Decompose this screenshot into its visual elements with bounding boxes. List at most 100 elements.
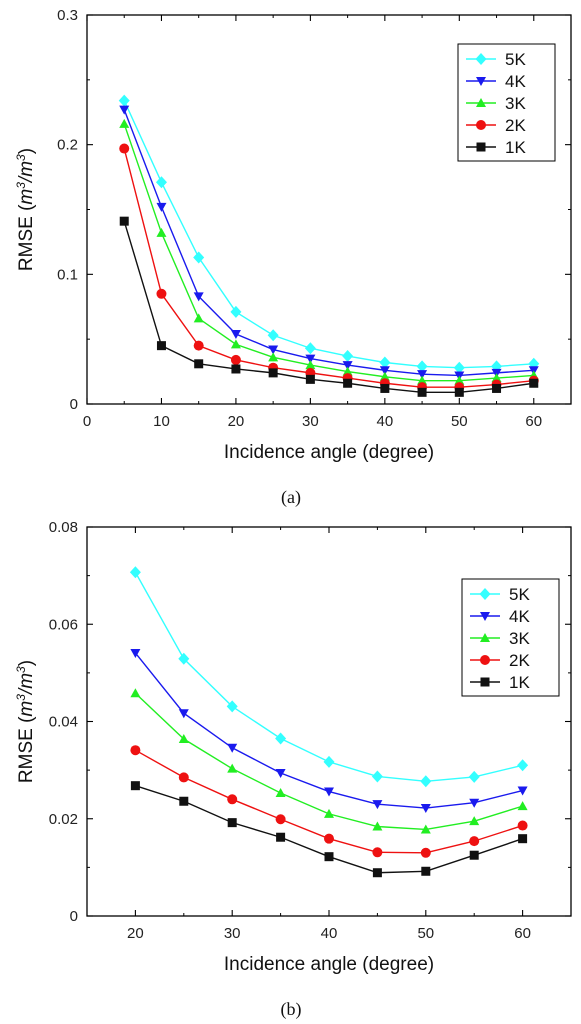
data-point-2K bbox=[517, 820, 528, 831]
legend-label-2K: 2K bbox=[509, 651, 530, 670]
data-point-4K bbox=[268, 345, 279, 355]
data-point-1K bbox=[179, 796, 189, 806]
data-point-5K bbox=[304, 342, 316, 355]
data-point-3K bbox=[275, 787, 286, 797]
data-point-3K bbox=[156, 227, 167, 237]
x-tick-label: 60 bbox=[525, 413, 542, 430]
data-point-5K bbox=[118, 94, 130, 107]
panel-caption: (b) bbox=[281, 999, 302, 1020]
data-point-4K bbox=[193, 292, 204, 302]
y-tick-label: 0.2 bbox=[57, 137, 78, 154]
x-tick-label: 40 bbox=[377, 413, 394, 430]
data-point-4K bbox=[230, 329, 241, 339]
legend-label-3K: 3K bbox=[509, 629, 530, 648]
data-point-5K bbox=[267, 329, 279, 342]
x-tick-label: 10 bbox=[153, 413, 170, 430]
y-tick-label: 0.04 bbox=[49, 714, 78, 731]
data-point-5K bbox=[416, 360, 428, 373]
data-point-1K bbox=[227, 818, 237, 828]
y-axis-title-part: 3 bbox=[14, 154, 28, 161]
data-point-1K bbox=[268, 368, 278, 378]
x-tick-label: 20 bbox=[228, 413, 245, 430]
data-point-1K bbox=[194, 359, 204, 369]
data-point-5K bbox=[371, 770, 383, 783]
data-point-3K bbox=[342, 366, 353, 376]
data-point-5K bbox=[468, 770, 480, 783]
data-point-5K bbox=[323, 755, 335, 768]
data-point-4K bbox=[156, 202, 167, 212]
x-tick-label: 60 bbox=[514, 925, 531, 942]
chart-b-svg: 20 30 40 50 60 0 0.02 0.04 0.06 0.08 Incidence ang… bbox=[14, 519, 572, 1020]
legend-label-5K: 5K bbox=[505, 50, 526, 69]
x-tick-label: 50 bbox=[451, 413, 468, 430]
data-point-2K bbox=[420, 847, 431, 858]
data-point-3K bbox=[305, 360, 316, 370]
legend-marker-1K bbox=[476, 142, 486, 152]
y-axis-title-part: m bbox=[16, 189, 37, 205]
data-point-3K bbox=[230, 339, 241, 349]
data-point-3K bbox=[420, 824, 431, 834]
data-point-4K bbox=[324, 787, 334, 797]
legend-label-2K: 2K bbox=[505, 116, 526, 135]
legend-marker-2K bbox=[476, 120, 486, 130]
series-line-1K bbox=[123, 220, 534, 394]
legend-label-1K: 1K bbox=[509, 673, 530, 692]
data-point-4K bbox=[119, 105, 130, 115]
data-point-5K bbox=[275, 732, 287, 745]
data-point-1K bbox=[372, 868, 382, 878]
legend-marker-5K bbox=[479, 588, 491, 600]
data-point-2K bbox=[275, 814, 286, 825]
y-axis-title-part: ) bbox=[16, 148, 37, 154]
y-axis-title-part: / bbox=[16, 687, 37, 696]
legend-label-3K: 3K bbox=[505, 94, 526, 113]
data-point-5K bbox=[379, 356, 391, 369]
x-axis-title: Incidence angle (degree) bbox=[224, 442, 434, 463]
legend-label-1K: 1K bbox=[505, 138, 526, 157]
data-point-5K bbox=[517, 759, 529, 772]
series-line-5K bbox=[123, 100, 534, 369]
data-point-3K bbox=[491, 373, 502, 383]
data-point-2K bbox=[230, 354, 241, 365]
panel-caption: (a) bbox=[281, 487, 301, 508]
data-point-2K bbox=[324, 833, 334, 844]
data-point-5K bbox=[129, 566, 141, 579]
chart-a-svg: 0 10 20 30 40 50 60 0 0.1 0.2 0.3 Incidence angle (… bbox=[14, 7, 572, 508]
data-point-4K bbox=[417, 370, 428, 380]
data-point-4K bbox=[420, 804, 431, 814]
data-point-1K bbox=[343, 378, 353, 388]
data-point-1K bbox=[380, 383, 390, 393]
data-point-2K bbox=[119, 143, 130, 154]
data-point-3K bbox=[227, 763, 238, 773]
data-point-3K bbox=[130, 688, 141, 698]
legend-marker-4K bbox=[480, 612, 490, 621]
data-point-3K bbox=[193, 313, 204, 323]
data-point-1K bbox=[276, 832, 286, 842]
data-point-1K bbox=[417, 387, 427, 397]
data-point-4K bbox=[227, 743, 238, 753]
data-point-4K bbox=[342, 361, 353, 371]
data-point-4K bbox=[517, 786, 528, 796]
series-line-3K bbox=[123, 123, 534, 382]
data-point-3K bbox=[324, 808, 334, 818]
data-point-1K bbox=[469, 850, 479, 860]
data-point-2K bbox=[227, 794, 238, 805]
legend-marker-1K bbox=[480, 677, 490, 687]
data-point-2K bbox=[156, 288, 167, 299]
y-axis-title-part: 3 bbox=[14, 182, 28, 189]
data-point-3K bbox=[454, 375, 465, 385]
data-point-1K bbox=[130, 781, 140, 791]
data-point-4K bbox=[469, 798, 480, 808]
data-point-1K bbox=[492, 383, 502, 393]
y-axis-title-part: RMSE ( bbox=[16, 716, 37, 783]
data-point-5K bbox=[453, 361, 465, 374]
legend-marker-3K bbox=[480, 633, 490, 642]
data-point-3K bbox=[469, 816, 480, 826]
x-axis-title: Incidence angle (degree) bbox=[224, 954, 434, 975]
data-point-3K bbox=[119, 118, 130, 128]
data-point-3K bbox=[178, 734, 189, 744]
data-point-3K bbox=[268, 352, 279, 362]
data-point-5K bbox=[342, 350, 354, 363]
data-point-3K bbox=[379, 371, 390, 381]
data-point-2K bbox=[372, 847, 383, 858]
legend-marker-4K bbox=[476, 77, 486, 86]
